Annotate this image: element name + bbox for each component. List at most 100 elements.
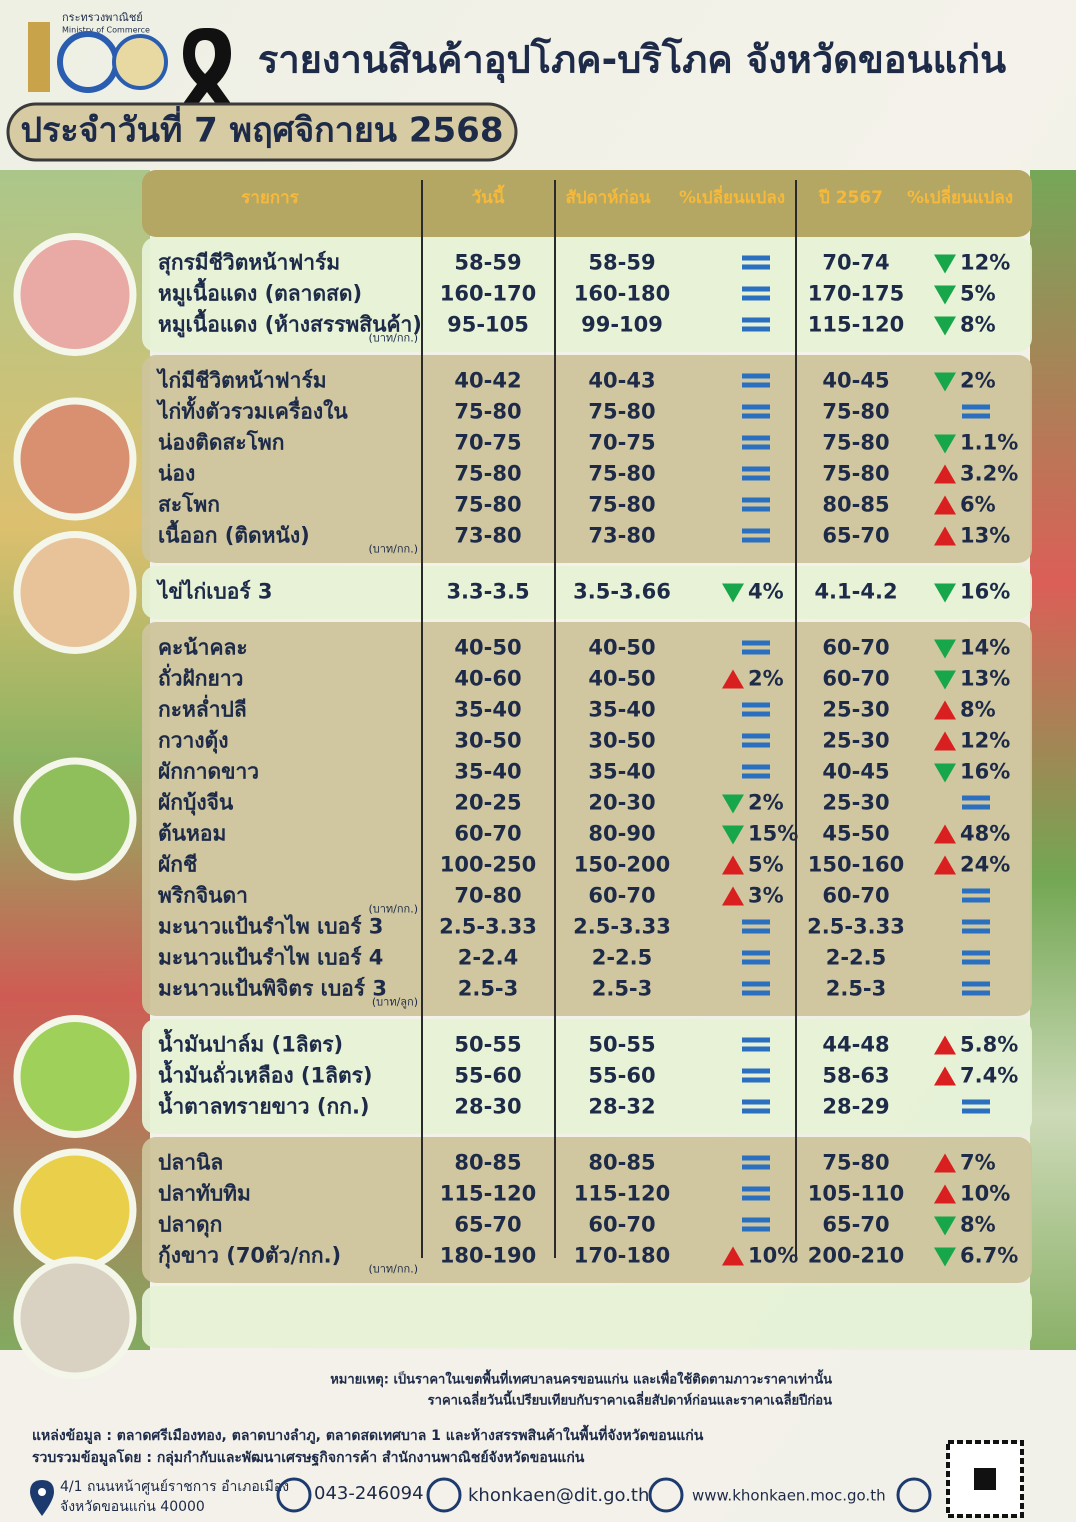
down-arrow (722, 825, 744, 845)
today-price: 80-85 (454, 1151, 521, 1175)
product-photo (13, 1015, 137, 1138)
last-week-price: 2.5-3.33 (573, 915, 671, 939)
qr-center (974, 1468, 996, 1490)
item-name: น้ำมันถั่วเหลือง (1ลิตร) (158, 1060, 373, 1088)
item-name: น่อง (158, 462, 195, 486)
last-year-price: 60-70 (822, 667, 889, 691)
last-year-price: 44-48 (822, 1033, 889, 1057)
item-name: สุกรมีชีวิตหน้าฟาร์ม (158, 251, 340, 277)
last-year-price: 65-70 (822, 524, 889, 548)
address: 4/1 ถนนหน้าศูนย์ราชการ อำเภอเมือง (60, 1478, 289, 1495)
last-year-price: 4.1-4.2 (814, 580, 897, 604)
no-change-bar (742, 1037, 770, 1043)
change-text: 7% (960, 1151, 996, 1175)
change-text: 12% (960, 251, 1010, 275)
last-year-price: 75-80 (822, 400, 889, 424)
no-change-bar (742, 773, 770, 779)
last-year-price: 60-70 (822, 884, 889, 908)
last-week-price: 28-32 (588, 1095, 655, 1119)
today-price: 2.5-3.33 (439, 915, 537, 939)
last-week-price: 80-90 (588, 822, 655, 846)
down-arrow (934, 434, 956, 454)
item-name: คะน้าคละ (158, 636, 248, 660)
phone-icon (276, 1477, 312, 1513)
change-text: 12% (960, 729, 1010, 753)
no-change-bar (742, 742, 770, 748)
today-price: 28-30 (454, 1095, 521, 1119)
down-arrow (722, 794, 744, 814)
last-week-price: 2-2.5 (592, 946, 653, 970)
footer: หมายเหตุ: เป็นราคาในเขตพื้นที่เทศบาลนครข… (30, 1369, 1024, 1518)
no-change-bar (742, 1217, 770, 1223)
no-change-bar (962, 804, 990, 810)
group-band (142, 1137, 1032, 1283)
no-change-bar (742, 1099, 770, 1105)
today-price: 180-190 (440, 1244, 536, 1268)
down-arrow (934, 583, 956, 603)
today-price: 40-42 (454, 369, 521, 393)
item-name: น้ำตาลทรายขาว (กก.) (158, 1091, 370, 1119)
last-week-price: 60-70 (588, 884, 655, 908)
last-year-price: 105-110 (808, 1182, 904, 1206)
item-name: ไก่ทั้งตัวรวมเครื่องใน (156, 396, 348, 424)
change-text: 3% (748, 884, 784, 908)
today-price: 70-80 (454, 884, 521, 908)
up-arrow (934, 526, 956, 546)
note: หมายเหตุ: เป็นราคาในเขตพื้นที่เทศบาลนครข… (330, 1369, 832, 1388)
today-price: 50-55 (454, 1033, 521, 1057)
today-price: 75-80 (454, 400, 521, 424)
no-change-bar (742, 317, 770, 323)
change-text: 5.8% (960, 1033, 1018, 1057)
last-year-price: 2.5-3 (826, 977, 887, 1001)
up-arrow (722, 886, 744, 906)
item-name: กะหล่ำปลี (158, 694, 247, 722)
last-week-price: 30-50 (588, 729, 655, 753)
item-name: ไก่มีชีวิตหน้าฟาร์ม (156, 368, 327, 393)
no-change-bar (742, 1195, 770, 1201)
change-text: 1.1% (960, 431, 1018, 455)
last-year-price: 75-80 (822, 1151, 889, 1175)
no-change-bar (742, 1155, 770, 1161)
up-arrow (934, 731, 956, 751)
change-text: 3.2% (960, 462, 1018, 486)
veg-right (1030, 170, 1076, 1350)
source: แหล่งข้อมูล : ตลาดศรีเมืองทอง, ตลาดบางลำ… (32, 1424, 704, 1444)
change-text: 10% (960, 1182, 1010, 1206)
no-change-bar (742, 1068, 770, 1074)
group-band (142, 1019, 1032, 1134)
last-week-price: 170-180 (574, 1244, 670, 1268)
no-change-bar (742, 640, 770, 646)
item-name: กวางตุ้ง (158, 729, 228, 755)
last-year-price: 65-70 (822, 1213, 889, 1237)
up-arrow (722, 855, 744, 875)
no-change-bar (962, 950, 990, 956)
price-table: รายการ วันนี้ สัปดาห์ก่อน %เปลี่ยนแปลง ปี 25… (142, 170, 1032, 1348)
last-year-price: 75-80 (822, 462, 889, 486)
no-change-bar (742, 295, 770, 301)
no-change-bar (742, 506, 770, 512)
pin-dot (38, 1488, 46, 1496)
unit: (บาท/กก.) (368, 903, 418, 916)
item-name: มะนาวแป้นรำไพ เบอร์ 3 (158, 914, 383, 939)
no-change-bar (742, 711, 770, 717)
last-week-price: 35-40 (588, 698, 655, 722)
today-price: 73-80 (454, 524, 521, 548)
last-week-price: 150-200 (574, 853, 670, 877)
last-year-price: 2-2.5 (826, 946, 887, 970)
no-change-bar (742, 1186, 770, 1192)
up-arrow (934, 495, 956, 515)
no-change-bar (742, 286, 770, 292)
change-text: 6% (960, 493, 996, 517)
item-name: พริกจินดา (158, 884, 248, 908)
product-photo (13, 1256, 137, 1380)
change-text: 4% (748, 580, 784, 604)
last-week-price: 20-30 (588, 791, 655, 815)
column-header: ปี 2567 (818, 187, 883, 208)
no-change-bar (742, 764, 770, 770)
change-text: 8% (960, 313, 996, 337)
today-price: 95-105 (447, 313, 529, 337)
last-year-price: 25-30 (822, 791, 889, 815)
column-header: วันนี้ (472, 184, 505, 208)
compiled-by: รวบรวมข้อมูลโดย : กลุ่มกำกับและพัฒนาเศรษ… (32, 1448, 585, 1467)
down-arrow (934, 670, 956, 690)
